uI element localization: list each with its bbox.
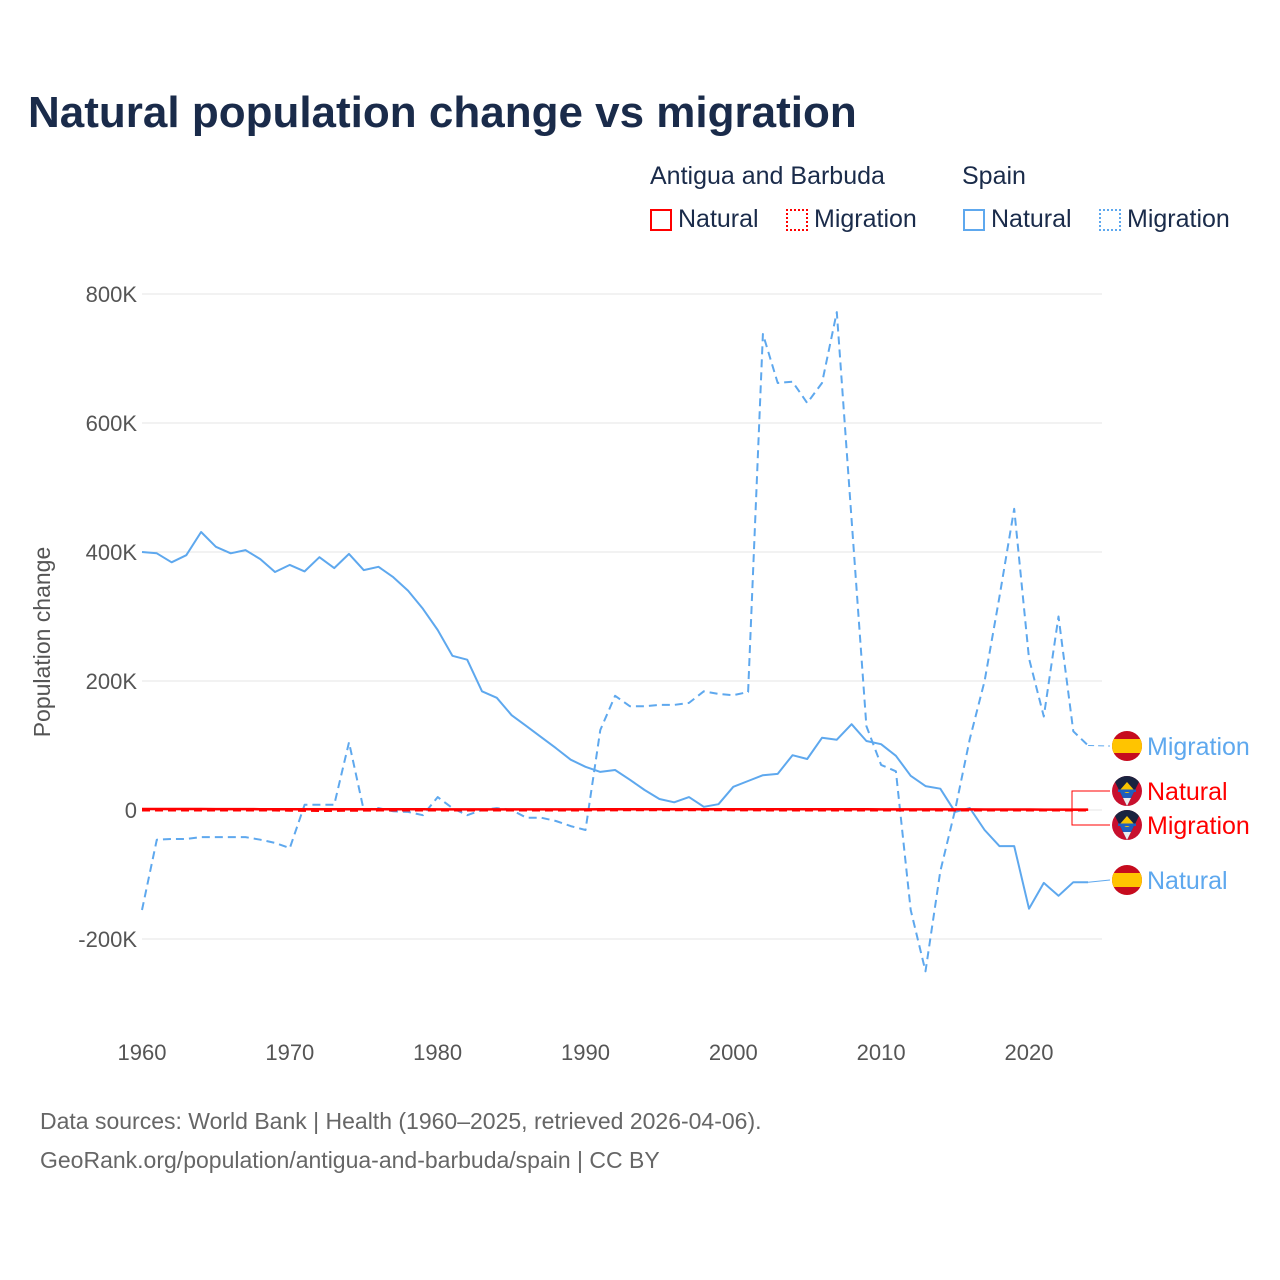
series-line-spain-natural [141,531,1089,910]
legend-group-spain: Spain [962,162,1026,190]
legend-item-spain-natural[interactable]: Natural [963,205,1072,234]
series-line-antigua-and-barbuda-migration [142,808,1089,813]
y-tick-label: 200K [86,669,138,694]
x-tick-label: 1960 [118,1040,167,1065]
legend-item-spain-migration[interactable]: Migration [1099,205,1230,234]
y-tick-label: 800K [86,282,138,307]
end-label: Migration [1147,812,1250,840]
y-axis-label: Population change [29,547,55,738]
x-tick-label: 2010 [857,1040,906,1065]
connector-line [1088,879,1111,883]
y-tick-label: -200K [78,927,137,952]
x-tick-label: 1980 [413,1040,462,1065]
footer-sources: Data sources: World Bank | Health (1960–… [40,1108,762,1134]
end-labels: Natural Migration Natural Migration [1071,731,1250,895]
spain-flag-icon [1112,865,1142,895]
legend-label: Migration [1127,205,1230,233]
legend-item-antigua-migration[interactable]: Migration [786,205,917,234]
spain-flag-icon [1112,731,1142,761]
legend-group-antigua: Antigua and Barbuda [650,162,885,190]
gridlines [142,293,1102,940]
antigua-flag-icon [1112,776,1142,806]
axes: -200K 0 200K 400K 600K 800K 1960 1970 1980 1990 20… [78,282,1053,1065]
x-tick-label: 1990 [561,1040,610,1065]
y-tick-label: 400K [86,540,138,565]
x-tick-label: 2000 [709,1040,758,1065]
connector-line [1071,809,1110,826]
dotted-swatch-icon [786,208,808,231]
chart-title: Natural population change vs migration [28,88,857,137]
footer-link[interactable]: GeoRank.org/population/antigua-and-barbu… [40,1147,660,1173]
antigua-flag-icon [1112,810,1142,840]
y-tick-label: 600K [86,411,138,436]
connector-line [1071,790,1110,811]
dotted-swatch-icon [1099,208,1121,231]
y-tick-label: 0 [125,798,137,823]
x-tick-label: 1970 [265,1040,314,1065]
solid-swatch-icon [650,208,672,231]
end-label: Natural [1147,867,1228,895]
legend-label: Migration [814,205,917,233]
legend-label: Natural [678,205,759,233]
end-label: Migration [1147,733,1250,761]
series-line-spain-migration [141,311,1089,973]
x-tick-label: 2020 [1005,1040,1054,1065]
solid-swatch-icon [963,208,985,231]
end-label: Natural [1147,778,1228,806]
series-lines [141,311,1089,973]
legend-item-antigua-natural[interactable]: Natural [650,205,759,234]
legend-label: Natural [991,205,1072,233]
connector-line [1088,745,1111,747]
